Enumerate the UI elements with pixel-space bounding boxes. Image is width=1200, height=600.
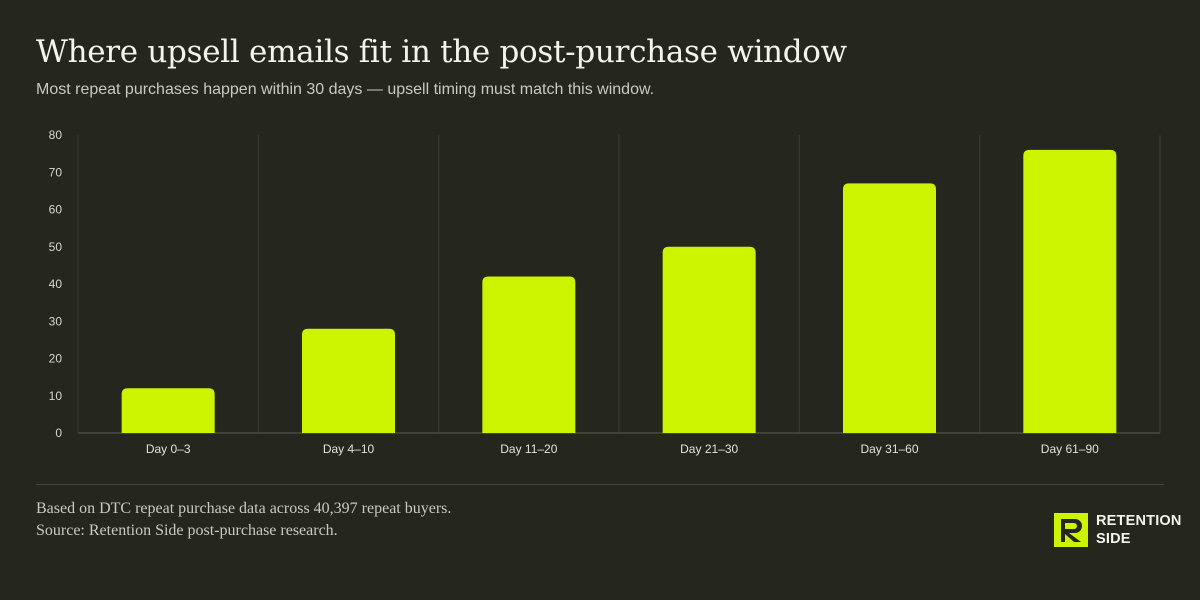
bar-chart: 0 10 20 30 40 50 60 70 80 Day 0–3 Day 4–10 Day 11–2…	[49, 128, 1161, 456]
bar	[121, 388, 215, 433]
bar	[482, 276, 576, 433]
bar	[302, 328, 395, 433]
y-tick-label: 20	[49, 352, 63, 366]
y-tick-label: 50	[49, 240, 63, 254]
y-tick-label: 80	[49, 128, 63, 142]
y-tick-label: 10	[49, 389, 63, 403]
logo-line-2: SIDE	[1096, 531, 1131, 547]
footer-divider	[36, 484, 1164, 485]
x-tick-label: Day 0–3	[146, 442, 191, 456]
y-tick-label: 30	[49, 314, 63, 328]
bar	[662, 246, 756, 433]
y-tick-label: 70	[49, 165, 63, 179]
x-tick-label: Day 31–60	[860, 442, 918, 456]
chart-subtitle: Most repeat purchases happen within 30 d…	[36, 81, 655, 98]
x-tick-label: Day 61–90	[1041, 442, 1099, 456]
source-footnote: Based on DTC repeat purchase data across…	[36, 500, 452, 539]
y-tick-label: 0	[55, 426, 62, 440]
chart-title: Where upsell emails fit in the post-purc…	[36, 34, 847, 70]
bar	[1023, 149, 1117, 433]
logo-line-1: RETENTION	[1096, 513, 1182, 529]
y-tick-label: 60	[49, 203, 63, 217]
retention-side-logo-icon	[1054, 513, 1088, 547]
y-tick-label: 40	[49, 277, 63, 291]
bar	[843, 183, 936, 433]
x-tick-label: Day 11–20	[500, 442, 557, 456]
x-tick-label: Day 4–10	[323, 442, 375, 456]
retention-side-logo: RETENTION SIDE	[1054, 512, 1182, 548]
x-tick-label: Day 21–30	[680, 442, 738, 456]
